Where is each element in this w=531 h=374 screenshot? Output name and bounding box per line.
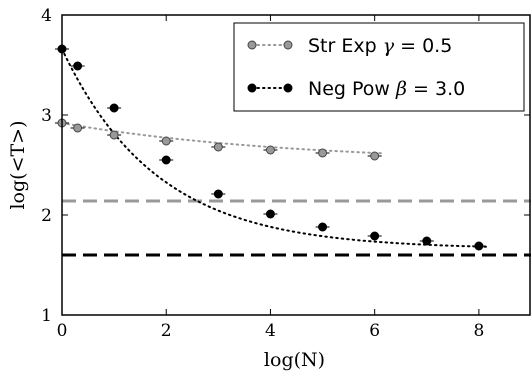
fit-curve-2 (61, 48, 488, 248)
series-2-point (109, 103, 119, 113)
legend-marker (283, 83, 293, 93)
legend-marker (283, 40, 293, 50)
y-tick-label: 4 (41, 6, 52, 26)
series-2-point (474, 241, 484, 251)
data-markers (55, 44, 486, 251)
series-1-point (109, 130, 119, 140)
x-tick-label: 8 (473, 321, 484, 341)
series-1-point (265, 145, 275, 155)
series-1-point (161, 136, 171, 146)
x-tick-label: 4 (265, 321, 276, 341)
series-2-point (265, 209, 275, 219)
y-axis-ticks: 1 2 3 4 (41, 6, 530, 326)
legend-entry-1: Str Exp γ = 0.5 (247, 35, 452, 57)
series-2-point (73, 61, 83, 71)
x-tick-label: 0 (57, 321, 68, 341)
series-1-point (318, 148, 328, 158)
y-tick-label: 1 (41, 306, 52, 326)
y-tick-label: 3 (41, 106, 52, 126)
legend-marker (247, 40, 257, 50)
legend-entry-2: Neg Pow β = 3.0 (247, 78, 465, 100)
series-1-point (213, 142, 223, 152)
series-2-point (161, 155, 171, 165)
x-axis-label: log(N) (264, 349, 325, 371)
series-2-point (318, 222, 328, 232)
series-2-point (213, 189, 223, 199)
series-1-point (73, 123, 83, 133)
reference-lines (62, 199, 531, 257)
plot-frame (61, 14, 531, 316)
legend-marker (247, 83, 257, 93)
legend-label: Neg Pow β = 3.0 (308, 78, 465, 100)
legend-box (233, 22, 525, 112)
x-axis-ticks: 0 2 4 6 8 (57, 15, 484, 341)
legend: Str Exp γ = 0.5 Neg Pow β = 3.0 (233, 22, 525, 112)
y-tick-label: 2 (41, 206, 52, 226)
y-axis-label: log(<T>) (7, 120, 29, 209)
x-tick-label: 6 (369, 321, 380, 341)
series-1-point (370, 151, 380, 161)
x-tick-label: 2 (161, 321, 172, 341)
series-2-point (422, 236, 432, 246)
legend-label: Str Exp γ = 0.5 (308, 35, 452, 57)
legend-entries: Str Exp γ = 0.5 Neg Pow β = 3.0 (247, 35, 465, 100)
series-2-point (370, 231, 380, 241)
